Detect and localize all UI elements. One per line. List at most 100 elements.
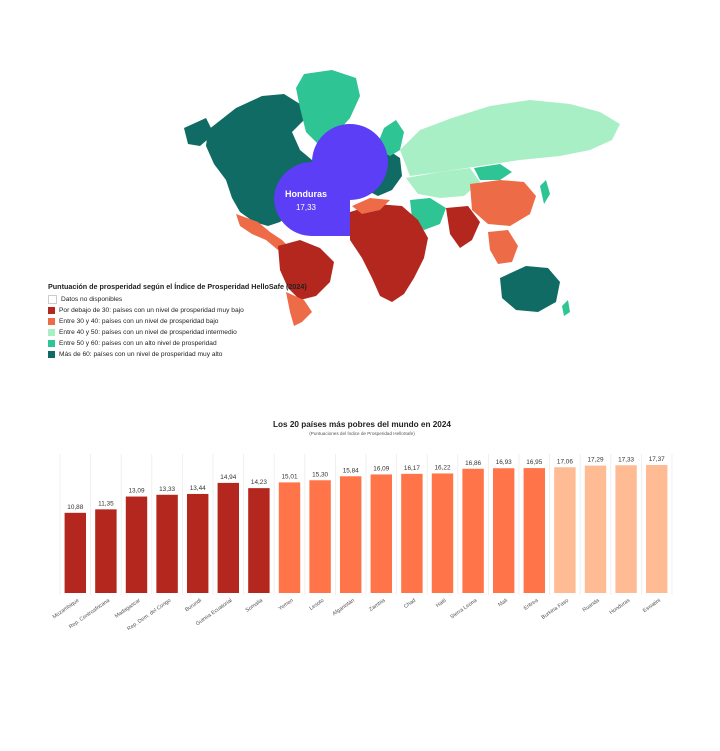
legend-item: Datos no disponibles bbox=[48, 294, 307, 305]
honduras-highlight-value: 17,33 bbox=[296, 203, 317, 212]
legend-label: Entre 40 y 50: países con un nivel de pr… bbox=[59, 329, 237, 336]
bar-chart: Los 20 países más pobres del mundo en 20… bbox=[52, 420, 673, 630]
bar bbox=[248, 488, 270, 593]
legend-title: Puntuación de prosperidad según el Índic… bbox=[48, 282, 307, 291]
map-region-alaska bbox=[184, 118, 214, 146]
honduras-highlight-name: Honduras bbox=[285, 189, 327, 199]
bar bbox=[523, 468, 546, 593]
map-region-central-asia bbox=[406, 168, 480, 198]
bar bbox=[370, 474, 393, 593]
x-tick-label: Madagascar bbox=[114, 598, 142, 620]
bar bbox=[462, 468, 484, 593]
x-tick-label: Mozambique bbox=[52, 598, 81, 621]
map-region-mongolia bbox=[474, 164, 512, 180]
legend-item: Más de 60: países con un nivel de prospe… bbox=[48, 349, 307, 360]
x-tick-label: Lesoto bbox=[309, 598, 326, 612]
legend-swatch bbox=[48, 307, 55, 314]
bar-value-label: 13,33 bbox=[159, 486, 175, 493]
chart-title: Los 20 países más pobres del mundo en 20… bbox=[273, 420, 451, 429]
honduras-highlight-bubble[interactable] bbox=[274, 124, 388, 236]
legend-item: Entre 50 y 60: países con un alto nivel … bbox=[48, 338, 307, 349]
map-region-greenland bbox=[296, 70, 360, 146]
x-tick-label: Burkina Faso bbox=[541, 598, 570, 621]
x-tick-label: Afganistán bbox=[332, 598, 356, 618]
bar bbox=[431, 473, 454, 593]
bar bbox=[615, 465, 637, 593]
bar-value-label: 15,01 bbox=[282, 473, 298, 480]
map-region-russia bbox=[400, 100, 620, 176]
x-tick-label: Yemen bbox=[278, 598, 295, 612]
legend-label: Por debajo de 30: países con un nivel de… bbox=[59, 307, 244, 314]
legend-swatch bbox=[48, 295, 57, 304]
map-legend: Puntuación de prosperidad según el Índic… bbox=[48, 282, 307, 360]
map-region-mexico bbox=[236, 214, 290, 250]
bar-value-label: 16,17 bbox=[404, 465, 420, 472]
bar-value-label: 15,30 bbox=[312, 471, 328, 478]
bar-value-label: 10,88 bbox=[67, 504, 83, 511]
legend-item: Entre 40 y 50: países con un nivel de pr… bbox=[48, 327, 307, 338]
map-region-china bbox=[470, 180, 536, 226]
bar-value-label: 14,23 bbox=[251, 479, 267, 486]
map-region-north-africa bbox=[352, 198, 390, 214]
x-tick-label: Zambia bbox=[368, 598, 386, 613]
map-region-south-asia bbox=[446, 206, 480, 248]
x-tick-label: Ruanda bbox=[582, 598, 601, 614]
bar bbox=[64, 512, 87, 593]
map-region-new-zealand bbox=[562, 300, 570, 316]
legend-label: Datos no disponibles bbox=[61, 296, 123, 303]
x-tick-label: Eswatini bbox=[642, 598, 662, 614]
map-region-south-america-south bbox=[286, 292, 312, 326]
bar bbox=[492, 468, 515, 593]
bar-value-label: 16,93 bbox=[496, 459, 512, 466]
legend-label: Entre 50 y 60: países con un alto nivel … bbox=[59, 340, 217, 347]
chart-subtitle: (Puntuaciones del Índice de Prosperidad … bbox=[309, 430, 415, 436]
bar-value-label: 17,33 bbox=[618, 456, 634, 463]
legend-item: Por debajo de 30: países con un nivel de… bbox=[48, 305, 307, 316]
bar-value-label: 15,84 bbox=[343, 467, 359, 474]
bar bbox=[186, 493, 209, 593]
x-tick-label: Chad bbox=[403, 598, 417, 610]
legend-swatch bbox=[48, 329, 55, 336]
x-tick-label: Eritrea bbox=[523, 598, 539, 612]
map-region-south-america-north bbox=[278, 240, 334, 300]
map-region-japan bbox=[540, 180, 550, 204]
bar bbox=[125, 496, 148, 593]
bar-value-label: 16,22 bbox=[435, 464, 451, 471]
bar bbox=[278, 482, 301, 593]
bar-value-label: 13,09 bbox=[129, 488, 145, 495]
legend-swatch bbox=[48, 351, 55, 358]
x-tick-label: Mali bbox=[497, 598, 509, 609]
legend-swatch bbox=[48, 318, 55, 325]
map-region-southeast-asia bbox=[488, 230, 518, 264]
bar bbox=[645, 465, 668, 593]
bar bbox=[217, 482, 240, 593]
bar bbox=[156, 494, 178, 593]
bar bbox=[95, 509, 117, 593]
bar bbox=[309, 480, 331, 593]
bar-value-label: 16,09 bbox=[373, 465, 389, 472]
x-tick-label: Somalia bbox=[245, 598, 264, 614]
bar-value-label: 17,06 bbox=[557, 458, 573, 465]
x-tick-label: Sierra Leona bbox=[450, 598, 479, 621]
legend-label: Entre 30 y 40: países con un nivel de pr… bbox=[59, 318, 219, 325]
bar-value-label: 14,94 bbox=[220, 474, 236, 481]
x-tick-label: Haití bbox=[435, 597, 448, 609]
map-region-australia bbox=[500, 266, 560, 312]
bar bbox=[339, 476, 362, 593]
bar-value-label: 11,35 bbox=[98, 500, 114, 507]
bar-value-label: 17,37 bbox=[649, 456, 665, 463]
x-tick-label: Honduras bbox=[609, 598, 632, 616]
bar bbox=[554, 467, 576, 593]
bar-value-label: 16,95 bbox=[526, 459, 542, 466]
legend-swatch bbox=[48, 340, 55, 347]
bar-value-label: 13,44 bbox=[190, 485, 206, 492]
legend-label: Más de 60: países con un nivel de prospe… bbox=[59, 351, 223, 358]
map-region-africa bbox=[350, 204, 428, 302]
bar-value-label: 16,86 bbox=[465, 460, 481, 467]
legend-item: Entre 30 y 40: países con un nivel de pr… bbox=[48, 316, 307, 327]
world-prosperity-map: Honduras 17,33 bbox=[184, 70, 620, 326]
bar bbox=[584, 465, 607, 593]
x-tick-label: Burundi bbox=[184, 598, 203, 614]
bar bbox=[401, 473, 423, 593]
bar-value-label: 17,29 bbox=[588, 457, 604, 464]
